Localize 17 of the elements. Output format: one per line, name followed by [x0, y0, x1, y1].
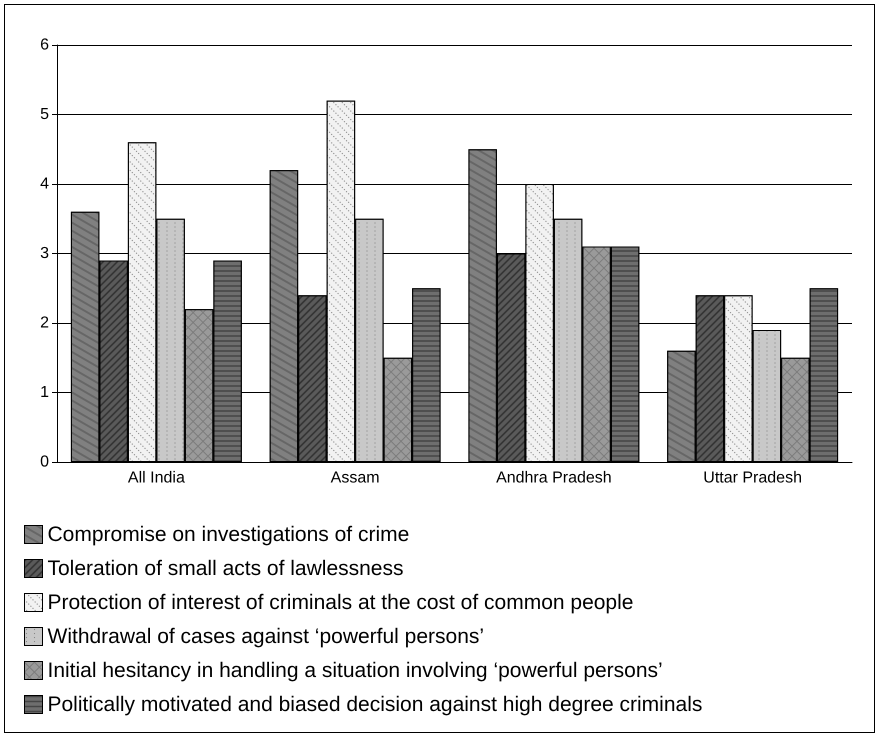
legend-label: Withdrawal of cases against ‘powerful persons’: [48, 625, 484, 648]
y-tick-label: 2: [40, 314, 50, 332]
x-tick-label: Uttar Pradesh: [703, 470, 802, 486]
x-tick-label: Assam: [330, 470, 380, 486]
y-tick-label: 0: [40, 454, 50, 470]
y-tick-label: 6: [40, 36, 50, 54]
y-tick-label: 3: [40, 245, 50, 262]
legend-label: Protection of interest of criminals at the cost of common people: [48, 591, 634, 614]
legend-label: Toleration of small acts of lawlessness: [48, 557, 404, 580]
legend-label: Politically motivated and biased decision against high degree criminals: [48, 693, 702, 716]
legend-label: Initial hesitancy in handling a situation involving ‘powerful persons’: [48, 659, 663, 682]
x-tick-label: Andhra Pradesh: [496, 470, 612, 486]
x-tick-label: All India: [128, 470, 185, 486]
y-tick-label: 1: [40, 384, 50, 401]
y-tick-label: 4: [40, 176, 50, 192]
y-tick-label: 5: [40, 106, 50, 123]
legend-label: Compromise on investigations of crime: [48, 523, 410, 546]
